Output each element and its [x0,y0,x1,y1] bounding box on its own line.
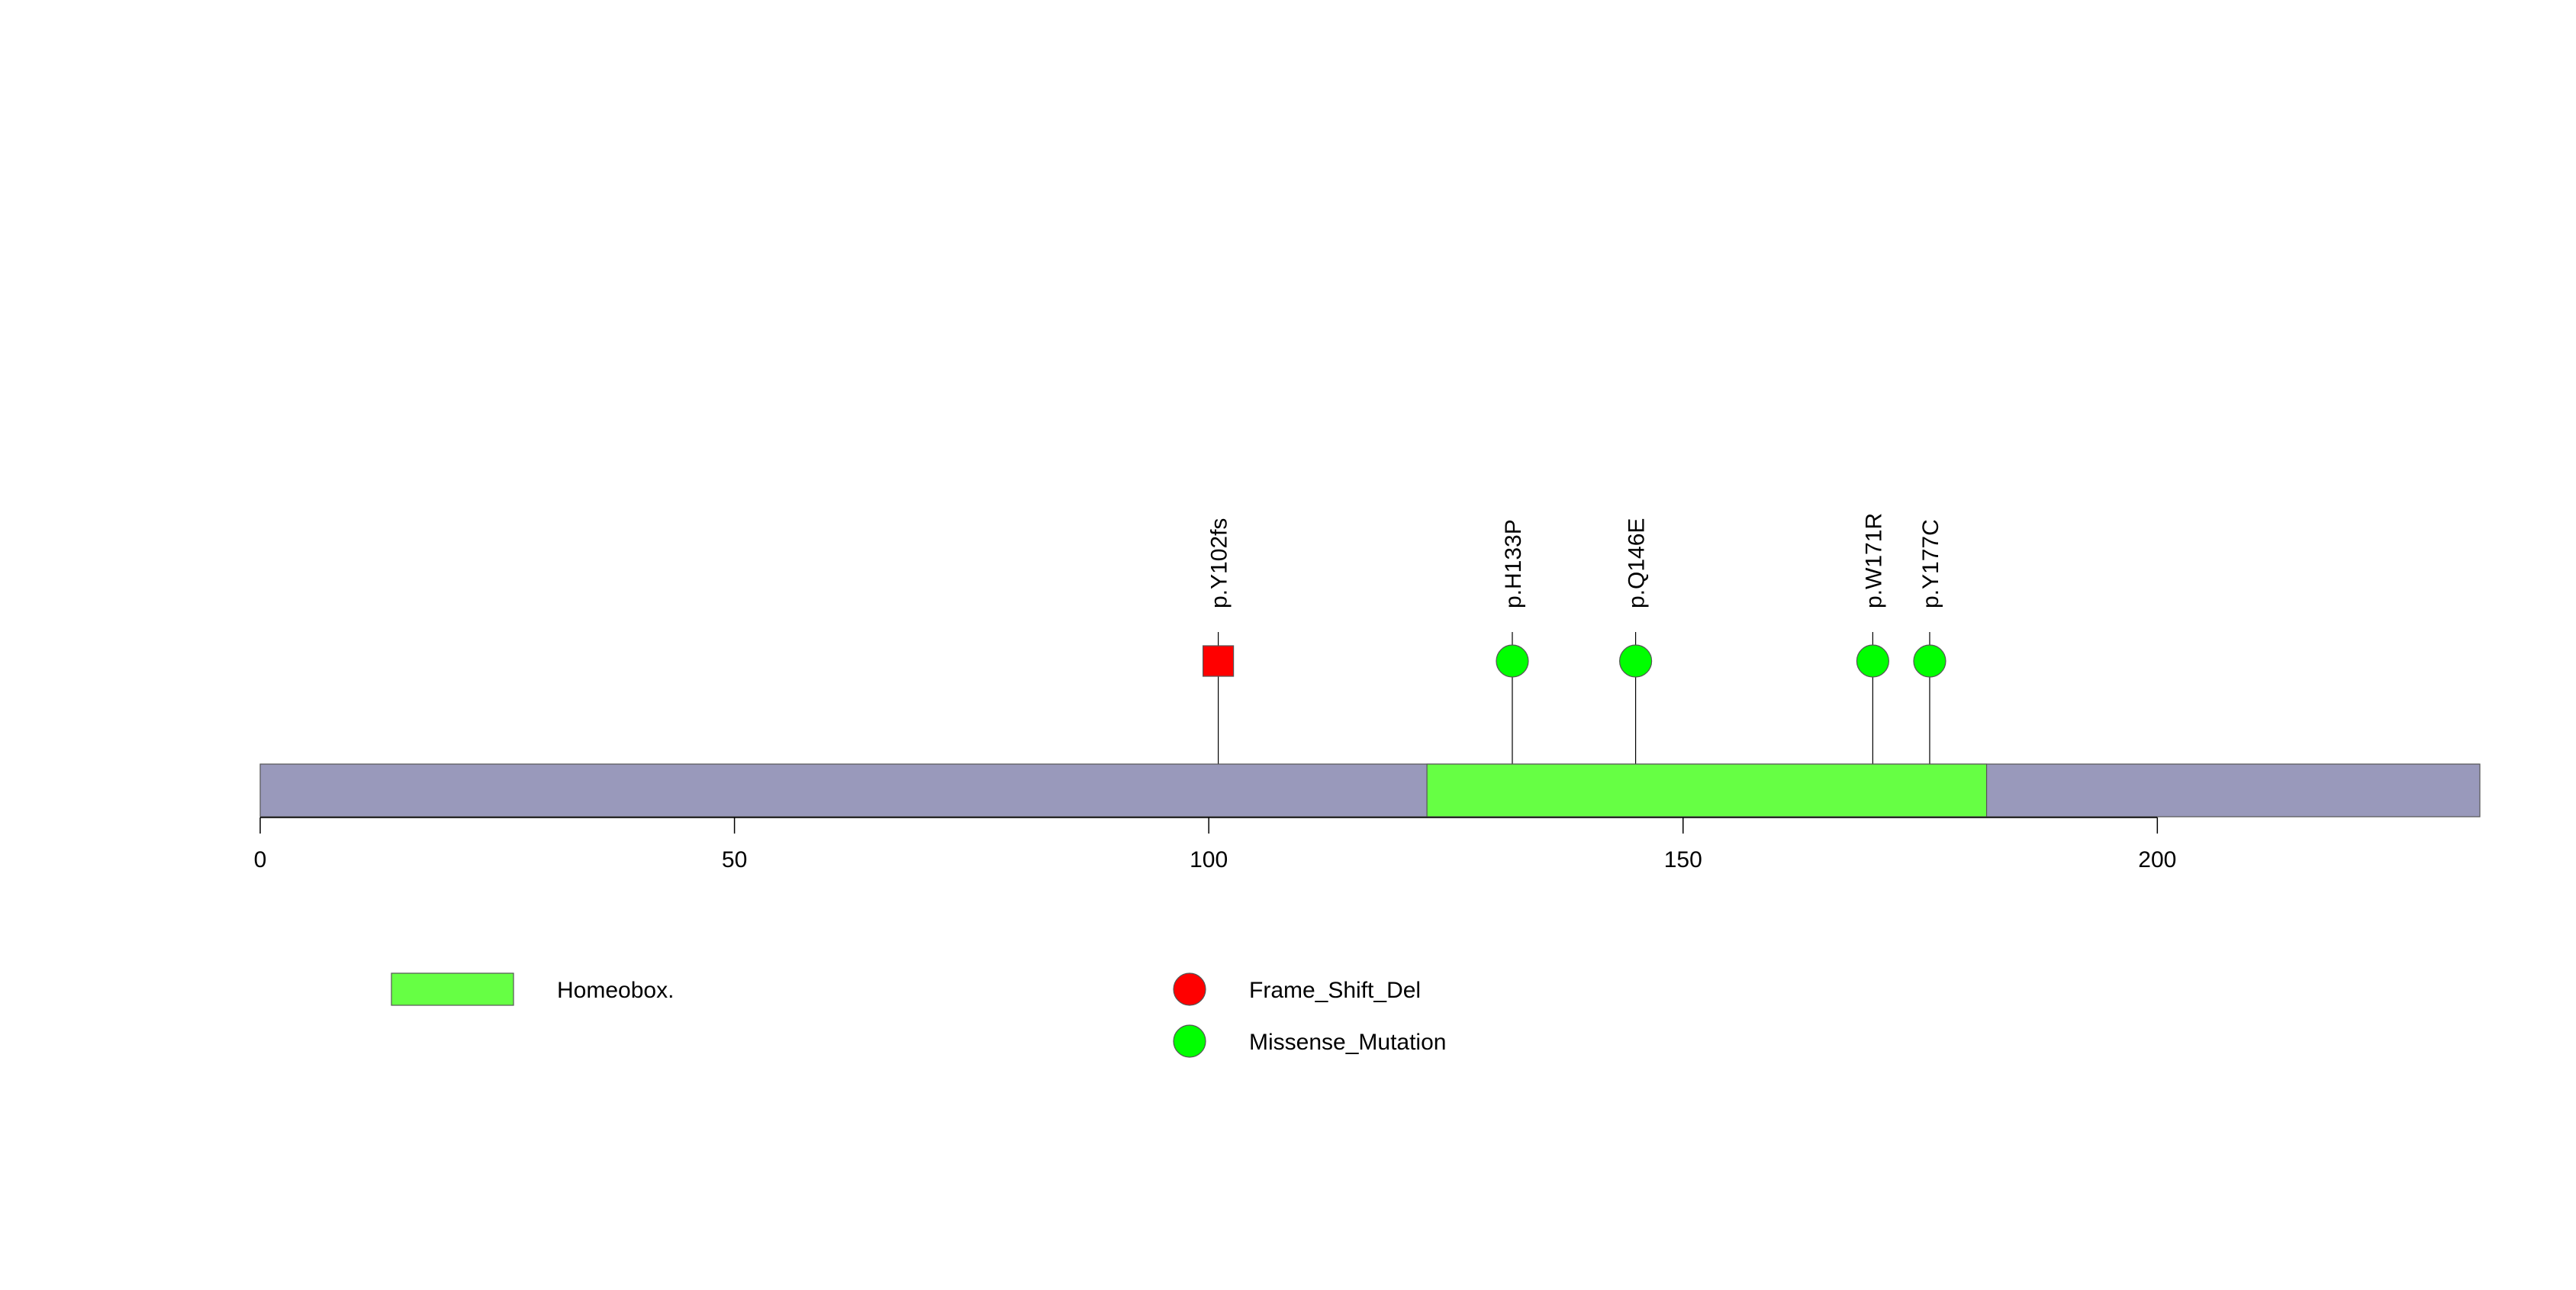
x-tick-label: 150 [1664,847,1702,872]
legend-mutation-label: Missense_Mutation [1249,1030,1446,1055]
mutation-label: p.H133P [1501,519,1526,608]
x-tick-label: 100 [1190,847,1228,872]
x-tick-label: 50 [722,847,747,872]
protein-backbone [259,763,2481,818]
mutation-markers [1202,644,1946,678]
legend-domain-label: Homeobox. [557,978,674,1003]
mutation-marker-circle [1496,644,1529,678]
mutation-marker-circle [1618,644,1653,678]
legend-mutation-swatch [1173,972,1206,1006]
mutation-label: p.Q146E [1624,518,1650,608]
x-axis: 0 50 100 150 200 [254,817,2176,872]
mutation-label: p.Y102fs [1207,518,1232,608]
protein-backbone-group [259,763,2481,818]
legend-mutation-swatch [1173,1024,1206,1058]
mutation-marker-circle [1856,644,1889,678]
x-tick-label: 0 [254,847,267,872]
domain-bar [1426,763,1988,818]
mutation-marker-square [1202,645,1235,677]
mutation-label: p.W171R [1861,513,1886,608]
legend-mutation-label: Frame_Shift_Del [1249,978,1421,1003]
x-tick-label: 200 [2138,847,2176,872]
legend: Homeobox. Frame_Shift_Del Missense_Mutatio… [391,972,1446,1058]
mutation-marker-circle [1913,644,1946,678]
mutation-label: p.Y177C [1918,519,1943,608]
legend-domain-swatch [391,972,514,1006]
mutation-labels: p.Y102fs p.H133P p.Q146E p.W171R p.Y177C [1207,513,1943,608]
